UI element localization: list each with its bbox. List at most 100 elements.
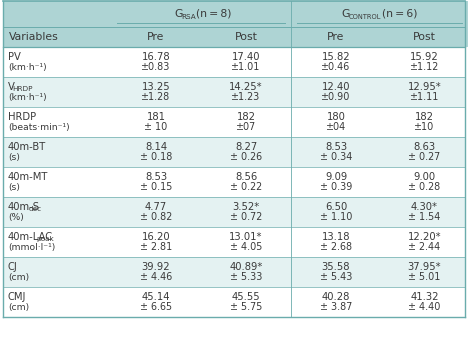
Text: Variables: Variables xyxy=(9,32,59,42)
Text: 40m-BT: 40m-BT xyxy=(8,142,46,151)
Bar xyxy=(3,167,465,197)
Text: ± 0.82: ± 0.82 xyxy=(140,213,172,222)
Text: ±1.12: ±1.12 xyxy=(410,62,439,72)
Text: ± 0.22: ± 0.22 xyxy=(230,183,262,192)
Text: ± 10: ± 10 xyxy=(144,122,168,132)
Text: HRDP: HRDP xyxy=(12,86,33,92)
Text: G: G xyxy=(342,9,350,19)
Text: ± 1.54: ± 1.54 xyxy=(408,213,441,222)
Text: ± 4.40: ± 4.40 xyxy=(408,303,441,312)
Text: 180: 180 xyxy=(327,112,345,121)
Text: 37.95*: 37.95* xyxy=(408,262,441,271)
Text: CONTROL: CONTROL xyxy=(349,14,381,20)
Text: 16.20: 16.20 xyxy=(142,232,170,241)
Bar xyxy=(3,1,111,27)
Text: 12.20*: 12.20* xyxy=(408,232,441,241)
Bar xyxy=(3,137,465,167)
Text: 40.28: 40.28 xyxy=(322,292,350,301)
Text: 8.53: 8.53 xyxy=(145,172,167,181)
Text: 6.50: 6.50 xyxy=(325,202,347,211)
Text: (s): (s) xyxy=(8,183,20,192)
Text: ± 5.01: ± 5.01 xyxy=(408,273,441,282)
Text: (n = 8): (n = 8) xyxy=(196,9,232,19)
Text: ± 6.65: ± 6.65 xyxy=(140,303,172,312)
Text: (n = 6): (n = 6) xyxy=(381,9,417,19)
Text: ± 4.46: ± 4.46 xyxy=(140,273,172,282)
Text: peak: peak xyxy=(36,236,54,242)
Text: ±07: ±07 xyxy=(236,122,256,132)
Text: 9.09: 9.09 xyxy=(325,172,347,181)
Text: PV: PV xyxy=(8,52,21,62)
Text: ± 0.15: ± 0.15 xyxy=(140,183,172,192)
Bar xyxy=(201,27,291,47)
Text: (mmol·l⁻¹): (mmol·l⁻¹) xyxy=(8,243,55,252)
Text: ±0.83: ±0.83 xyxy=(141,62,171,72)
Text: 8.63: 8.63 xyxy=(413,142,436,151)
Text: 182: 182 xyxy=(415,112,434,121)
Text: Pre: Pre xyxy=(147,32,165,42)
Text: ±0.46: ±0.46 xyxy=(322,62,351,72)
Text: (cm): (cm) xyxy=(8,303,29,312)
Bar xyxy=(291,27,381,47)
Text: (km·h⁻¹): (km·h⁻¹) xyxy=(8,63,47,72)
Text: 8.53: 8.53 xyxy=(325,142,347,151)
Text: 12.40: 12.40 xyxy=(322,82,350,91)
Text: 181: 181 xyxy=(146,112,166,121)
Text: 3.52*: 3.52* xyxy=(233,202,260,211)
Text: dec: dec xyxy=(28,206,41,212)
Text: 12.95*: 12.95* xyxy=(408,82,441,91)
Text: 4.77: 4.77 xyxy=(145,202,167,211)
Text: 13.18: 13.18 xyxy=(322,232,350,241)
Bar xyxy=(111,27,201,47)
Text: Post: Post xyxy=(234,32,257,42)
Bar xyxy=(381,27,468,47)
Text: ±0.90: ±0.90 xyxy=(322,92,351,102)
Bar xyxy=(3,47,465,77)
Text: (s): (s) xyxy=(8,153,20,162)
Text: RSA: RSA xyxy=(181,14,196,20)
Text: Pre: Pre xyxy=(327,32,345,42)
Bar xyxy=(291,1,468,27)
Text: ± 0.27: ± 0.27 xyxy=(409,152,441,162)
Text: ± 2.81: ± 2.81 xyxy=(140,243,172,252)
Text: ±1.01: ±1.01 xyxy=(231,62,261,72)
Text: CMJ: CMJ xyxy=(8,292,26,301)
Text: HRDP: HRDP xyxy=(8,112,36,121)
Bar xyxy=(3,257,465,287)
Text: ± 3.87: ± 3.87 xyxy=(320,303,352,312)
Text: ± 0.72: ± 0.72 xyxy=(230,213,262,222)
Bar xyxy=(3,107,465,137)
Text: 17.40: 17.40 xyxy=(232,52,260,62)
Text: 9.00: 9.00 xyxy=(413,172,436,181)
Text: 14.25*: 14.25* xyxy=(229,82,263,91)
Text: ±04: ±04 xyxy=(326,122,346,132)
Text: 13.25: 13.25 xyxy=(142,82,170,91)
Text: ±1.11: ±1.11 xyxy=(410,92,439,102)
Bar xyxy=(3,197,465,227)
Text: 40m-MT: 40m-MT xyxy=(8,172,48,181)
Text: ± 0.26: ± 0.26 xyxy=(230,152,262,162)
Text: ±10: ±10 xyxy=(414,122,435,132)
Text: 15.92: 15.92 xyxy=(410,52,439,62)
Bar xyxy=(3,27,111,47)
Text: ±1.23: ±1.23 xyxy=(231,92,261,102)
Text: ±1.28: ±1.28 xyxy=(141,92,171,102)
Text: ± 5.33: ± 5.33 xyxy=(230,273,262,282)
Text: 8.14: 8.14 xyxy=(145,142,167,151)
Text: ± 0.39: ± 0.39 xyxy=(320,183,352,192)
Text: 16.78: 16.78 xyxy=(142,52,170,62)
Text: CJ: CJ xyxy=(8,262,18,271)
Text: (beats·min⁻¹): (beats·min⁻¹) xyxy=(8,123,70,132)
Text: (%): (%) xyxy=(8,213,24,222)
Text: 45.55: 45.55 xyxy=(232,292,260,301)
Text: ± 2.68: ± 2.68 xyxy=(320,243,352,252)
Text: ± 1.10: ± 1.10 xyxy=(320,213,352,222)
Bar xyxy=(3,227,465,257)
Text: (km·h⁻¹): (km·h⁻¹) xyxy=(8,93,47,102)
Text: ± 5.75: ± 5.75 xyxy=(230,303,262,312)
Text: 40m-LAC: 40m-LAC xyxy=(8,232,53,241)
Text: Post: Post xyxy=(413,32,436,42)
Text: 15.82: 15.82 xyxy=(322,52,351,62)
Text: G: G xyxy=(174,9,183,19)
Text: 45.14: 45.14 xyxy=(142,292,170,301)
